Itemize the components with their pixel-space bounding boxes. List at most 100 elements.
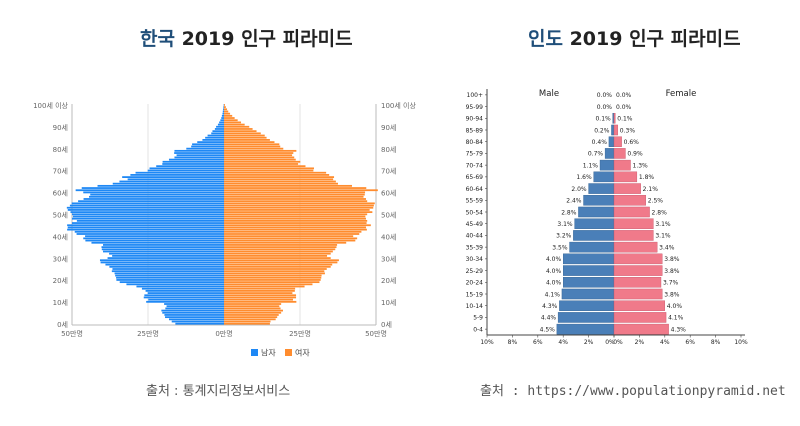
india-x-tick-label: 10% bbox=[734, 339, 748, 346]
korea-male-bar bbox=[112, 182, 224, 185]
korea-male-bar bbox=[222, 112, 224, 115]
india-title-rest: 2019 인구 피라미드 bbox=[562, 28, 741, 50]
korea-female-bar bbox=[224, 174, 330, 176]
korea-male-bar bbox=[72, 222, 224, 224]
korea-male-bar bbox=[176, 154, 224, 157]
korea-female-bar bbox=[224, 206, 374, 209]
korea-male-bar bbox=[70, 211, 224, 214]
korea-male-bar bbox=[164, 303, 224, 305]
india-age-label: 35-39 bbox=[466, 244, 484, 251]
india-female-data-label: 3.8% bbox=[664, 268, 680, 275]
korea-male-bar bbox=[72, 213, 224, 216]
korea-male-bar bbox=[223, 106, 224, 108]
india-x-tick-label: 8% bbox=[711, 339, 721, 346]
india-female-bar bbox=[613, 148, 626, 159]
korea-male-bar bbox=[76, 233, 224, 235]
korea-male-bar bbox=[175, 322, 224, 325]
korea-female-bar bbox=[224, 320, 271, 323]
korea-female-bar bbox=[224, 289, 295, 292]
india-female-data-label: 4.1% bbox=[668, 315, 684, 322]
korea-female-bar bbox=[224, 193, 365, 196]
india-age-label: 95-99 bbox=[466, 104, 484, 111]
india-female-data-label: 0.9% bbox=[627, 151, 643, 158]
korea-female-bar bbox=[224, 250, 333, 253]
india-title-highlight: 인도 bbox=[528, 28, 563, 50]
korea-female-bar bbox=[224, 298, 294, 301]
korea-male-bar bbox=[207, 134, 224, 137]
korea-female-bar bbox=[224, 165, 306, 168]
korea-female-bar bbox=[224, 261, 338, 264]
korea-male-bar bbox=[101, 248, 224, 251]
korea-male-bar bbox=[148, 298, 224, 301]
korea-female-bar bbox=[224, 226, 366, 229]
korea-male-bar bbox=[192, 143, 224, 146]
india-female-data-label: 0.0% bbox=[616, 92, 632, 99]
korea-population-pyramid: 0세 0세 10세 10세 20세 20세 30세 30세 40세 40세 50세 50세 60세 60세… bbox=[33, 101, 416, 357]
india-male-data-label: 1.1% bbox=[583, 162, 599, 169]
korea-y-tick-label-left: 30세 bbox=[53, 254, 68, 263]
india-female-data-label: 2.8% bbox=[652, 209, 668, 216]
korea-male-bar bbox=[69, 204, 224, 207]
korea-male-bar bbox=[221, 117, 224, 119]
korea-female-bar bbox=[224, 110, 229, 113]
india-female-data-label: 0.0% bbox=[616, 104, 632, 111]
korea-female-bar bbox=[224, 198, 366, 200]
korea-male-bar bbox=[91, 241, 225, 244]
korea-female-bar bbox=[224, 200, 368, 203]
korea-female-bar bbox=[224, 292, 293, 294]
india-female-bar bbox=[613, 218, 654, 229]
korea-female-bar bbox=[224, 233, 360, 235]
korea-y-tick-label-right: 40세 bbox=[381, 232, 396, 241]
korea-female-bar bbox=[224, 171, 327, 174]
korea-male-bar bbox=[85, 239, 224, 242]
korea-male-bar bbox=[156, 165, 224, 168]
india-chart-title: 인도 2019 인구 피라미드 bbox=[528, 24, 741, 51]
korea-female-bar bbox=[224, 202, 375, 205]
korea-male-bar bbox=[109, 265, 224, 268]
korea-female-bar bbox=[224, 130, 257, 133]
korea-female-bar bbox=[224, 270, 325, 273]
korea-male-bar bbox=[99, 259, 224, 262]
india-age-label: 55-59 bbox=[466, 198, 484, 205]
korea-male-bar bbox=[119, 281, 224, 284]
korea-male-bar bbox=[130, 174, 224, 176]
india-male-bar bbox=[578, 206, 615, 218]
india-female-data-label: 3.8% bbox=[664, 256, 680, 263]
india-male-data-label: 0.2% bbox=[594, 127, 610, 134]
india-age-label: 45-49 bbox=[466, 221, 484, 228]
korea-male-bar bbox=[174, 149, 224, 152]
india-age-label: 70-74 bbox=[466, 162, 484, 169]
korea-title-rest: 2019 인구 피라미드 bbox=[174, 28, 353, 50]
india-male-data-label: 0.0% bbox=[597, 92, 613, 99]
korea-legend-female-swatch bbox=[285, 349, 292, 356]
india-male-data-label: 3.2% bbox=[556, 233, 572, 240]
india-female-bar bbox=[613, 136, 622, 147]
korea-female-bar bbox=[224, 123, 245, 126]
korea-male-bar bbox=[219, 121, 224, 124]
india-female-bar bbox=[613, 277, 662, 288]
korea-x-tick-label: 50만명 bbox=[61, 329, 83, 338]
korea-male-bar bbox=[174, 156, 224, 159]
korea-male-bar bbox=[216, 125, 224, 128]
india-male-bar bbox=[599, 159, 615, 171]
india-age-label: 20-24 bbox=[466, 280, 484, 287]
india-age-label: 0-4 bbox=[473, 326, 483, 333]
korea-female-bar bbox=[224, 222, 367, 224]
india-female-data-label: 3.7% bbox=[663, 280, 679, 287]
korea-female-bar bbox=[224, 195, 364, 198]
india-female-data-label: 2.1% bbox=[643, 186, 659, 193]
korea-male-bar bbox=[103, 250, 224, 253]
india-x-tick-label: 8% bbox=[508, 339, 518, 346]
india-male-bar bbox=[611, 124, 615, 136]
korea-legend-male-label: 남자 bbox=[261, 349, 276, 358]
india-female-bar bbox=[613, 113, 616, 124]
india-female-data-label: 3.4% bbox=[659, 244, 675, 251]
korea-x-tick-label: 50만명 bbox=[365, 329, 387, 338]
korea-legend-female-label: 여자 bbox=[295, 348, 310, 358]
korea-male-bar bbox=[221, 114, 224, 117]
korea-female-bar bbox=[224, 309, 283, 312]
korea-male-bar bbox=[83, 191, 224, 194]
korea-female-bar bbox=[224, 244, 338, 246]
korea-female-bar bbox=[224, 121, 242, 124]
